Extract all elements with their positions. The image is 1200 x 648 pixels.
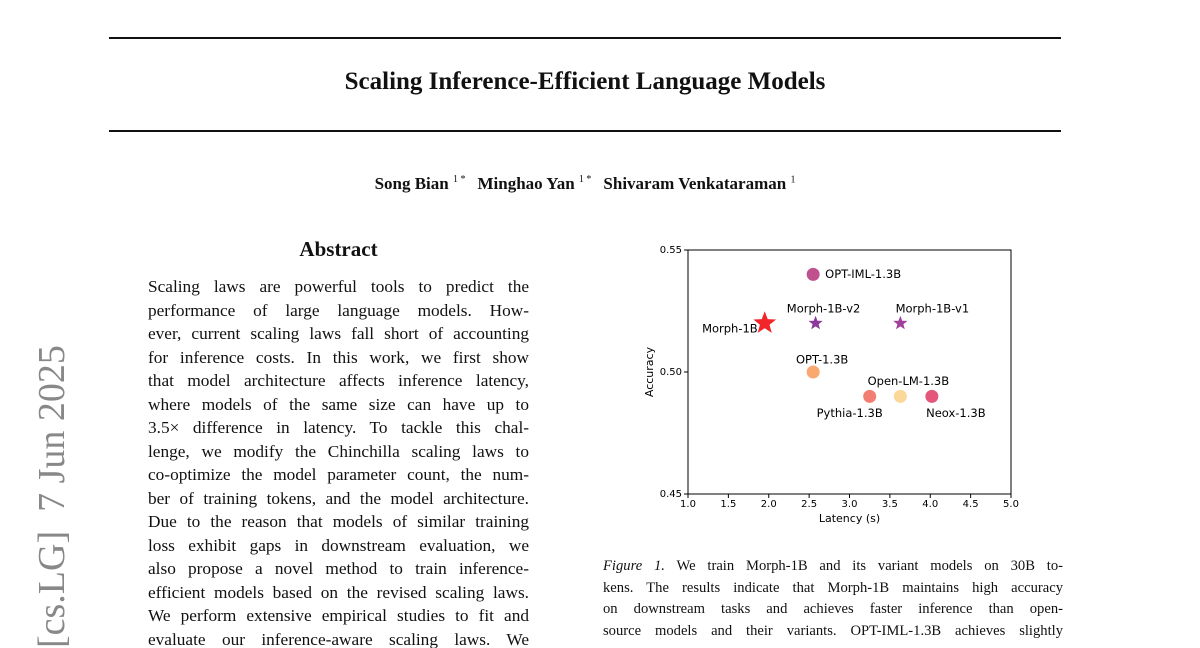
point: [806, 365, 820, 379]
abstract-line: loss exhibit gaps in downstream evaluati…: [148, 535, 529, 555]
x-tick-label: 2.5: [801, 499, 817, 510]
x-tick-label: 3.5: [882, 499, 898, 510]
author: Minghao Yan 1 *: [478, 174, 604, 193]
abstract-line: co-optimize the model parameter count, t…: [148, 465, 529, 484]
abstract-line: where models of the same size can have u…: [148, 394, 529, 414]
author-affiliation: 1 *: [578, 174, 592, 186]
point-label: OPT-1.3B: [796, 353, 848, 367]
abstract-line: ever, current scaling laws fall short of…: [148, 324, 529, 343]
abstract-line: performance of large language models. Ho…: [148, 300, 529, 320]
author-name: Song Bian: [374, 174, 449, 193]
x-axis-label: Latency (s): [819, 512, 880, 525]
abstract-line: Due to the reason that models of similar…: [148, 512, 529, 531]
rule: [109, 37, 1061, 39]
rule: [109, 130, 1061, 132]
author: Shivaram Venkataraman 1: [603, 174, 795, 193]
x-tick-label: 1.5: [720, 499, 736, 510]
x-tick-label: 1.0: [680, 499, 696, 510]
abstract-line: that model architecture affects inferenc…: [148, 371, 529, 390]
point-label: OPT-IML-1.3B: [825, 267, 901, 281]
point-label: Neox-1.3B: [926, 406, 986, 420]
author-name: Shivaram Venkataraman: [603, 174, 787, 193]
abstract-line: also propose a novel method to train inf…: [148, 559, 529, 578]
abstract-line: We perform extensive empirical studies t…: [148, 606, 529, 625]
point-label: Pythia-1.3B: [817, 406, 883, 420]
abstract-line: efficient models based on the revised sc…: [148, 582, 529, 602]
authors: Song Bian 1 * Minghao Yan 1 * Shivaram Ven…: [0, 174, 1170, 194]
abstract-line: ber of training tokens, and the model ar…: [148, 488, 529, 508]
point-label: Morph-1B: [702, 322, 758, 336]
author: Song Bian 1 *: [375, 174, 478, 193]
paper-title: Scaling Inference-Efficient Language Mod…: [344, 68, 826, 95]
caption-line: on downstream tasks and achieves faster …: [603, 599, 1063, 621]
y-tick-label: 0.45: [660, 489, 682, 500]
abstract-line: lenge, we modify the Chinchilla scaling …: [148, 441, 529, 461]
y-tick-label: 0.55: [660, 245, 682, 256]
point: [753, 311, 777, 333]
caption-label: Figure 1.: [603, 558, 665, 574]
author-affiliation: 1 *: [453, 174, 466, 186]
abstract-line: evaluate our inference-aware scaling law…: [148, 629, 529, 648]
abstract-heading: Abstract: [299, 237, 378, 261]
x-tick-label: 2.0: [761, 499, 777, 510]
point: [893, 315, 908, 330]
x-tick-label: 4.0: [922, 499, 938, 510]
x-tick-label: 4.5: [963, 499, 979, 510]
point-label: Open-LM-1.3B: [868, 374, 950, 388]
point-label: Morph-1B-v2: [787, 302, 861, 316]
y-axis-label: Accuracy: [643, 346, 656, 397]
point: [925, 389, 939, 403]
point: [863, 389, 877, 403]
x-tick-label: 3.0: [842, 499, 858, 510]
abstract-line: for inference costs. In this work, we fi…: [148, 347, 529, 367]
caption-line: Figure 1. We train Morph-1B and its vari…: [603, 556, 1063, 578]
caption-line: source models and their variants. OPT-IM…: [603, 621, 1063, 643]
x-tick-label: 5.0: [1003, 499, 1019, 510]
figure-caption: Figure 1. We train Morph-1B and its vari…: [603, 556, 1063, 642]
caption-line: kens. The results indicate that Morph-1B…: [603, 578, 1063, 600]
point: [806, 267, 820, 281]
point: [893, 389, 907, 403]
plot-frame: [687, 249, 1012, 495]
point-label: Morph-1B-v1: [896, 302, 970, 316]
point: [808, 315, 823, 330]
abstract-line: Scaling laws are powerful tools to predi…: [148, 277, 529, 296]
caption-text: kens. The results indicate that Morph-1B…: [603, 579, 1063, 596]
author-name: Minghao Yan: [477, 174, 575, 193]
abstract: Scaling laws are powerful tools to predi…: [148, 275, 529, 648]
caption-text: source models and their variants. OPT-IM…: [603, 622, 1063, 639]
caption-text: We train Morph-1B and its variant models…: [676, 558, 1063, 574]
y-tick-label: 0.50: [660, 367, 682, 378]
caption-text: on downstream tasks and achieves faster …: [603, 601, 1063, 617]
author-affiliation: 1: [790, 174, 796, 186]
abstract-line: 3.5× difference in latency. To tackle th…: [148, 418, 529, 437]
